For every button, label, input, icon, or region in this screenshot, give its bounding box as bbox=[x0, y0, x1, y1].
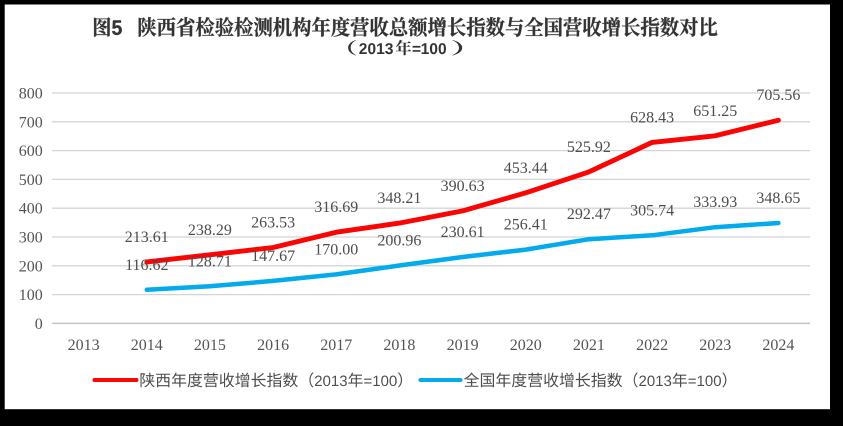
svg-text:2014: 2014 bbox=[131, 337, 163, 354]
svg-text:147.67: 147.67 bbox=[251, 248, 295, 265]
svg-text:2013: 2013 bbox=[68, 337, 100, 354]
svg-text:2015: 2015 bbox=[194, 337, 226, 354]
svg-text:170.00: 170.00 bbox=[314, 241, 358, 258]
svg-text:128.71: 128.71 bbox=[188, 253, 232, 270]
svg-text:651.25: 651.25 bbox=[693, 103, 737, 120]
svg-text:628.43: 628.43 bbox=[630, 109, 674, 126]
svg-text:230.61: 230.61 bbox=[441, 224, 485, 241]
svg-text:348.21: 348.21 bbox=[377, 190, 421, 207]
svg-text:213.61: 213.61 bbox=[125, 229, 169, 246]
svg-text:305.74: 305.74 bbox=[630, 202, 674, 219]
svg-text:263.53: 263.53 bbox=[251, 215, 295, 232]
svg-text:600: 600 bbox=[19, 143, 43, 160]
svg-text:256.41: 256.41 bbox=[504, 217, 548, 234]
svg-text:2018: 2018 bbox=[383, 337, 415, 354]
svg-text:2020: 2020 bbox=[510, 337, 542, 354]
svg-text:705.56: 705.56 bbox=[756, 87, 800, 104]
svg-text:100: 100 bbox=[19, 287, 43, 304]
svg-text:2022: 2022 bbox=[636, 337, 668, 354]
svg-text:453.44: 453.44 bbox=[504, 160, 548, 177]
svg-text:525.92: 525.92 bbox=[567, 139, 611, 156]
svg-text:700: 700 bbox=[19, 114, 43, 131]
svg-text:348.65: 348.65 bbox=[756, 190, 800, 207]
svg-text:0: 0 bbox=[35, 316, 43, 333]
svg-text:2024: 2024 bbox=[762, 337, 794, 354]
svg-text:500: 500 bbox=[19, 172, 43, 189]
svg-text:316.69: 316.69 bbox=[314, 199, 358, 216]
svg-text:800: 800 bbox=[19, 86, 43, 103]
svg-text:292.47: 292.47 bbox=[567, 206, 611, 223]
svg-text:333.93: 333.93 bbox=[693, 194, 737, 211]
svg-text:390.63: 390.63 bbox=[441, 178, 485, 195]
svg-text:400: 400 bbox=[19, 201, 43, 218]
svg-text:116.62: 116.62 bbox=[125, 257, 168, 274]
svg-text:200.96: 200.96 bbox=[377, 233, 421, 250]
svg-text:2023: 2023 bbox=[699, 337, 731, 354]
svg-text:2019: 2019 bbox=[447, 337, 479, 354]
svg-text:200: 200 bbox=[19, 258, 43, 275]
svg-text:2017: 2017 bbox=[320, 337, 352, 354]
svg-text:300: 300 bbox=[19, 230, 43, 247]
svg-text:2016: 2016 bbox=[257, 337, 289, 354]
svg-text:2021: 2021 bbox=[573, 337, 605, 354]
svg-text:238.29: 238.29 bbox=[188, 222, 232, 239]
